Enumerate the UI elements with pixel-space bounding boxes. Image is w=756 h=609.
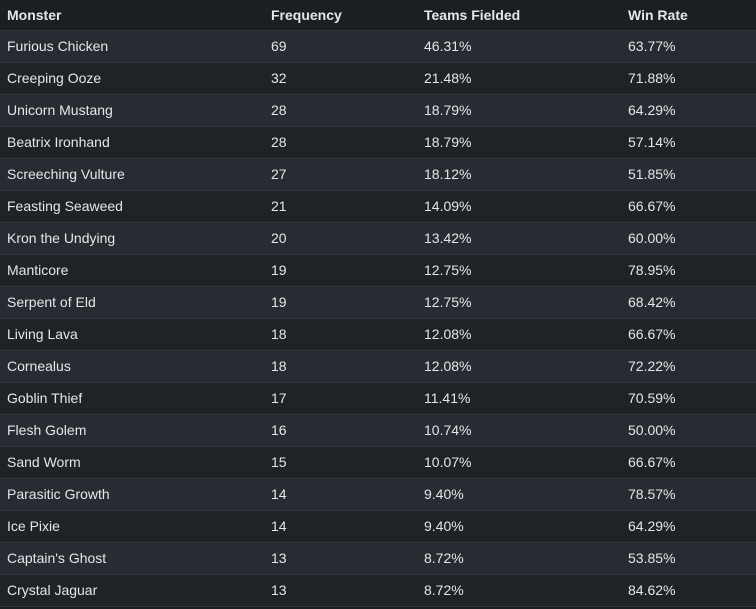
table-row: Unicorn Mustang 28 18.79% 64.29%	[0, 95, 756, 127]
win-rate-cell: 78.95%	[628, 262, 676, 278]
teams-fielded-cell: 18.12%	[424, 166, 472, 182]
win-rate-cell: 71.88%	[628, 70, 676, 86]
frequency-cell: 17	[271, 390, 287, 406]
monster-name-cell: Parasitic Growth	[7, 486, 110, 502]
frequency-cell: 18	[271, 358, 287, 374]
frequency-cell: 21	[271, 198, 287, 214]
table-row: Parasitic Growth 14 9.40% 78.57%	[0, 479, 756, 511]
teams-fielded-cell: 14.09%	[424, 198, 472, 214]
column-header: Teams Fielded	[424, 7, 521, 23]
monster-name-cell: Manticore	[7, 262, 69, 278]
table-row: Creeping Ooze 32 21.48% 71.88%	[0, 63, 756, 95]
table-row: Feasting Seaweed 21 14.09% 66.67%	[0, 191, 756, 223]
teams-fielded-cell: 18.79%	[424, 102, 472, 118]
frequency-cell: 69	[271, 38, 287, 54]
win-rate-cell: 78.57%	[628, 486, 676, 502]
win-rate-cell: 64.29%	[628, 518, 676, 534]
monster-name-cell: Feasting Seaweed	[7, 198, 123, 214]
frequency-cell: 13	[271, 550, 287, 566]
monster-name-cell: Screeching Vulture	[7, 166, 125, 182]
column-header: Monster	[7, 7, 62, 23]
win-rate-cell: 64.29%	[628, 102, 676, 118]
frequency-cell: 28	[271, 102, 287, 118]
frequency-cell: 13	[271, 582, 287, 598]
table-row: Living Lava 18 12.08% 66.67%	[0, 319, 756, 351]
frequency-cell: 14	[271, 486, 287, 502]
win-rate-cell: 51.85%	[628, 166, 676, 182]
win-rate-cell: 72.22%	[628, 358, 676, 374]
win-rate-cell: 57.14%	[628, 134, 676, 150]
table-row: Sand Worm 15 10.07% 66.67%	[0, 447, 756, 479]
teams-fielded-cell: 8.72%	[424, 582, 464, 598]
teams-fielded-cell: 10.07%	[424, 454, 472, 470]
table-row: Cornealus 18 12.08% 72.22%	[0, 351, 756, 383]
monster-name-cell: Serpent of Eld	[7, 294, 96, 310]
win-rate-cell: 53.85%	[628, 550, 676, 566]
monster-name-cell: Captain's Ghost	[7, 550, 107, 566]
monster-name-cell: Kron the Undying	[7, 230, 116, 246]
win-rate-cell: 66.67%	[628, 326, 676, 342]
table-row: Ice Pixie 14 9.40% 64.29%	[0, 511, 756, 543]
win-rate-cell: 63.77%	[628, 38, 676, 54]
frequency-cell: 16	[271, 422, 287, 438]
monster-name-cell: Goblin Thief	[7, 390, 83, 406]
teams-fielded-cell: 12.75%	[424, 294, 472, 310]
win-rate-cell: 70.59%	[628, 390, 676, 406]
frequency-cell: 14	[271, 518, 287, 534]
table-row: Screeching Vulture 27 18.12% 51.85%	[0, 159, 756, 191]
teams-fielded-cell: 9.40%	[424, 518, 464, 534]
table-row: Furious Chicken 69 46.31% 63.77%	[0, 31, 756, 63]
monster-name-cell: Flesh Golem	[7, 422, 87, 438]
column-header: Win Rate	[628, 7, 688, 23]
frequency-cell: 19	[271, 294, 287, 310]
teams-fielded-cell: 12.08%	[424, 326, 472, 342]
table-row: Crystal Jaguar 13 8.72% 84.62%	[0, 575, 756, 607]
teams-fielded-cell: 18.79%	[424, 134, 472, 150]
win-rate-cell: 66.67%	[628, 454, 676, 470]
teams-fielded-cell: 8.72%	[424, 550, 464, 566]
frequency-cell: 32	[271, 70, 287, 86]
monster-name-cell: Ice Pixie	[7, 518, 60, 534]
frequency-cell: 28	[271, 134, 287, 150]
teams-fielded-cell: 9.40%	[424, 486, 464, 502]
monster-name-cell: Furious Chicken	[7, 38, 109, 54]
header-row: Monster Frequency Teams Fielded Win Rate	[0, 0, 756, 31]
monster-name-cell: Crystal Jaguar	[7, 582, 98, 598]
win-rate-cell: 84.62%	[628, 582, 676, 598]
monster-name-cell: Beatrix Ironhand	[7, 134, 110, 150]
monster-name-cell: Creeping Ooze	[7, 70, 102, 86]
teams-fielded-cell: 12.08%	[424, 358, 472, 374]
table-row: Beatrix Ironhand 28 18.79% 57.14%	[0, 127, 756, 159]
teams-fielded-cell: 46.31%	[424, 38, 472, 54]
teams-fielded-cell: 13.42%	[424, 230, 472, 246]
monster-name-cell: Sand Worm	[7, 454, 81, 470]
monster-name-cell: Cornealus	[7, 358, 71, 374]
table-row: Flesh Golem 16 10.74% 50.00%	[0, 415, 756, 447]
win-rate-cell: 66.67%	[628, 198, 676, 214]
win-rate-cell: 50.00%	[628, 422, 676, 438]
win-rate-cell: 68.42%	[628, 294, 676, 310]
teams-fielded-cell: 12.75%	[424, 262, 472, 278]
win-rate-cell: 60.00%	[628, 230, 676, 246]
table-row: Manticore 19 12.75% 78.95%	[0, 255, 756, 287]
teams-fielded-cell: 21.48%	[424, 70, 472, 86]
teams-fielded-cell: 10.74%	[424, 422, 472, 438]
table-row: Kron the Undying 20 13.42% 60.00%	[0, 223, 756, 255]
monster-name-cell: Living Lava	[7, 326, 78, 342]
frequency-cell: 20	[271, 230, 287, 246]
column-header: Frequency	[271, 7, 342, 23]
frequency-cell: 15	[271, 454, 287, 470]
frequency-cell: 18	[271, 326, 287, 342]
table-row: Serpent of Eld 19 12.75% 68.42%	[0, 287, 756, 319]
frequency-cell: 27	[271, 166, 287, 182]
teams-fielded-cell: 11.41%	[424, 390, 471, 406]
monster-name-cell: Unicorn Mustang	[7, 102, 113, 118]
table-row: Captain's Ghost 13 8.72% 53.85%	[0, 543, 756, 575]
table-row: Goblin Thief 17 11.41% 70.59%	[0, 383, 756, 415]
frequency-cell: 19	[271, 262, 287, 278]
